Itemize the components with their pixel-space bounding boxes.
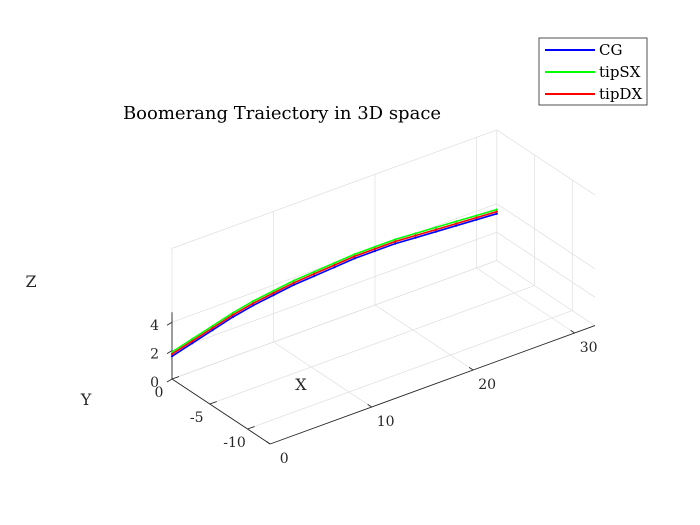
- x-axis-label: X: [295, 375, 307, 394]
- box-edge: [171, 129, 497, 249]
- series-point-CG: [191, 342, 194, 345]
- series-point-tipDX: [170, 353, 174, 356]
- x-axis-line: [269, 325, 596, 445]
- x-tick-label: 0: [280, 451, 289, 467]
- series-point-CG: [170, 355, 174, 358]
- grid-line: [209, 285, 535, 405]
- series-point-tipDX: [434, 228, 437, 231]
- grid-line: [476, 267, 575, 334]
- series-point-tipSX: [353, 253, 356, 256]
- series-point-tipDX: [313, 272, 316, 275]
- series-point-CG: [211, 329, 214, 332]
- series-point-CG: [414, 236, 417, 239]
- z-tick: [166, 321, 173, 326]
- series-point-tipSX: [434, 226, 437, 229]
- y-tick-label: -10: [223, 435, 246, 451]
- grid-line: [273, 341, 372, 408]
- tick-labels: 0 10 20 30 0 -5 -10 0 2 4: [150, 318, 597, 467]
- series-point-tipSX: [333, 261, 336, 265]
- series-point-tipDX: [252, 302, 255, 305]
- series-point-tipSX: [191, 337, 194, 340]
- legend-label-tipSX: tipSX: [599, 63, 641, 81]
- axes: [166, 312, 596, 445]
- grid-lines: [171, 129, 596, 445]
- box-edge: [496, 129, 596, 196]
- x-tick: [468, 367, 474, 371]
- z-tick-label: 4: [150, 318, 159, 334]
- series-point-tipSX: [414, 232, 417, 235]
- series-point-CG: [272, 294, 275, 297]
- series-point-CG: [292, 283, 295, 286]
- series-point-tipSX: [170, 350, 174, 354]
- chart-title: Boomerang Traiectory in 3D space: [123, 103, 441, 124]
- series-point-tipSX: [272, 289, 275, 292]
- series-point-tipSX: [231, 311, 234, 314]
- series-point-tipDX: [373, 247, 377, 250]
- y-tick: [209, 401, 217, 405]
- series-point-tipSX: [475, 214, 478, 217]
- series-point-tipDX: [495, 210, 498, 213]
- series-point-tipSX: [495, 208, 498, 211]
- y-tick: [247, 426, 255, 430]
- series-point-CG: [252, 304, 255, 307]
- series-point-tipDX: [475, 216, 478, 219]
- series-point-tipSX: [252, 300, 255, 303]
- grid-line: [496, 231, 596, 298]
- grid-line: [496, 260, 596, 326]
- legend-label-CG: CG: [599, 41, 622, 59]
- series-point-tipDX: [272, 291, 275, 295]
- y-axis-label: Y: [80, 390, 92, 409]
- y-tick: [171, 376, 180, 380]
- x-tick-label: 20: [478, 377, 496, 393]
- x-tick: [367, 404, 372, 408]
- grid-line: [496, 203, 596, 270]
- grid-line: [247, 310, 573, 430]
- series-point-CG: [313, 275, 316, 278]
- y-axis-line: [171, 378, 271, 445]
- y-tick-label: 0: [155, 385, 164, 401]
- series-point-tipDX: [414, 234, 417, 237]
- grid-line: [171, 231, 497, 351]
- grid-line: [171, 260, 497, 380]
- series-point-CG: [475, 218, 478, 221]
- x-tick-label: 30: [580, 340, 598, 356]
- series-point-CG: [333, 266, 336, 269]
- grid-line: [374, 304, 474, 371]
- z-tick: [166, 350, 173, 354]
- x-tick: [570, 330, 575, 334]
- series-line-CG: [171, 212, 498, 357]
- y-tick-label: -5: [190, 410, 204, 426]
- z-axis-label: Z: [25, 272, 36, 291]
- legend-label-tipDX: tipDX: [599, 85, 642, 103]
- series-point-CG: [353, 257, 356, 260]
- z-tick-label: 0: [150, 375, 159, 391]
- series-point-tipSX: [211, 324, 214, 327]
- series-point-tipDX: [231, 313, 234, 316]
- series-point-tipSX: [292, 279, 295, 282]
- series-point-CG: [495, 212, 498, 215]
- series-point-CG: [394, 242, 397, 245]
- series-point-CG: [434, 230, 437, 233]
- z-tick-label: 2: [150, 347, 159, 363]
- series-lines: [170, 208, 498, 358]
- series-point-tipSX: [455, 220, 458, 223]
- series-point-tipDX: [292, 281, 295, 284]
- series-point-tipSX: [373, 245, 377, 248]
- z-tick: [166, 378, 173, 383]
- series-point-tipDX: [394, 240, 397, 243]
- series-point-CG: [455, 224, 458, 227]
- series-point-CG: [231, 315, 234, 319]
- series-point-tipDX: [455, 222, 458, 225]
- series-point-tipDX: [333, 264, 336, 267]
- x-tick-label: 10: [377, 414, 395, 430]
- series-point-tipDX: [211, 326, 214, 330]
- legend: CG tipSX tipDX: [538, 37, 648, 106]
- series-point-tipSX: [313, 270, 316, 273]
- series-point-CG: [373, 249, 377, 253]
- x-tick: [265, 441, 271, 445]
- series-point-tipDX: [191, 340, 194, 343]
- series-point-tipDX: [353, 255, 356, 258]
- series-point-tipSX: [394, 238, 397, 241]
